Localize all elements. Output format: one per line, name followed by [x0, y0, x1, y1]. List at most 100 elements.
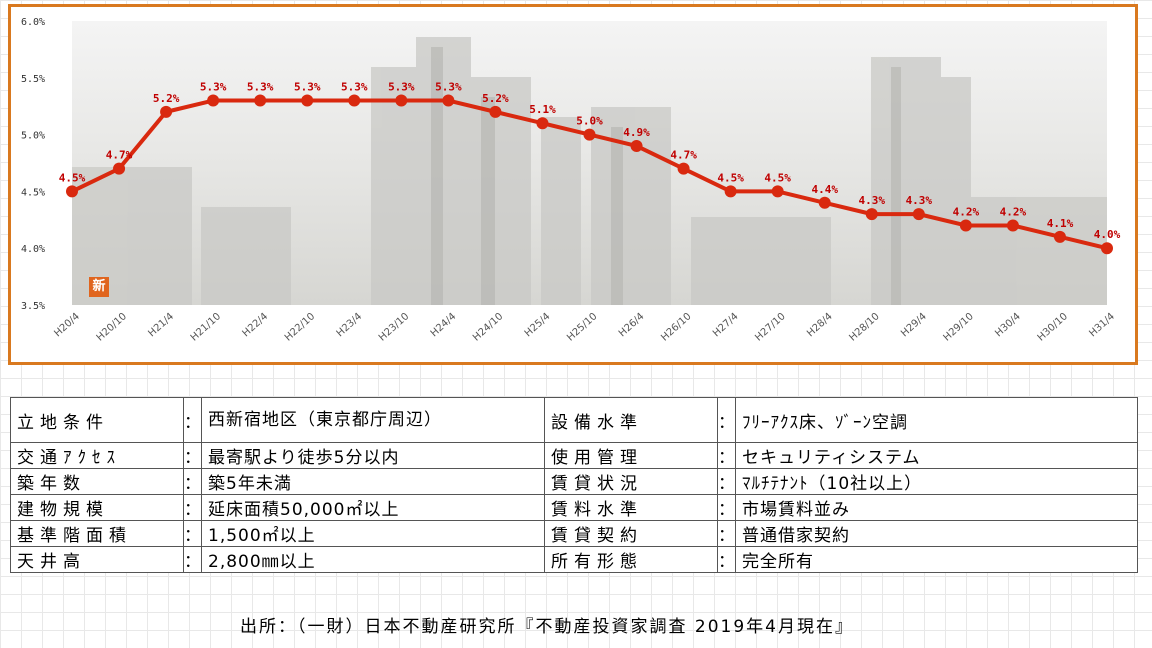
data-label: 4.2% — [953, 205, 980, 218]
data-label: 4.4% — [811, 183, 838, 196]
condition-row: 建物規模：延床面積50,000㎡以上 賃料水準：市場賃料並み — [10, 494, 1138, 521]
separator: ： — [717, 494, 736, 521]
y-tick-label: 4.0% — [21, 244, 45, 255]
source-note: 出所：（一財）日本不動産研究所『不動産投資家調査 2019年4月現在』 — [240, 617, 854, 637]
condition-value: 普通借家契約 — [735, 520, 1138, 547]
x-tick-label: H30/4 — [993, 311, 1023, 339]
condition-value: ﾌﾘｰｱｸｽ床、ｿﾞｰﾝ空調 — [735, 397, 1138, 443]
y-tick-label: 6.0% — [21, 17, 45, 28]
condition-value: セキュリティシステム — [735, 442, 1138, 469]
data-label: 4.0% — [1094, 228, 1121, 241]
condition-value: 築5年未満 — [201, 468, 545, 495]
data-label: 5.2% — [153, 92, 180, 105]
y-tick-label: 5.5% — [21, 74, 45, 85]
data-label: 4.5% — [59, 171, 86, 184]
data-point — [160, 105, 173, 118]
y-tick-label: 3.5% — [21, 301, 45, 312]
data-point — [583, 128, 596, 141]
x-tick-label: H26/4 — [617, 311, 647, 339]
x-tick-label: H29/4 — [899, 311, 929, 339]
condition-row: 天井高： 2,800㎜以上 所有形態：完全所有 — [10, 546, 1138, 573]
data-point — [66, 185, 78, 198]
x-tick-label: H21/4 — [146, 311, 176, 339]
separator: ： — [183, 494, 202, 521]
condition-label: 賃貸状況 — [544, 468, 718, 495]
separator: ： — [183, 546, 202, 573]
x-tick-label: H22/4 — [241, 311, 271, 339]
photo-corner-badge: 新 — [89, 277, 109, 297]
data-point — [865, 208, 878, 221]
separator: ： — [717, 397, 736, 443]
condition-label: 使用管理 — [544, 442, 718, 469]
x-tick-label: H24/4 — [429, 311, 459, 339]
separator: ： — [183, 397, 202, 443]
data-label: 4.1% — [1047, 217, 1074, 230]
y-tick-label: 5.0% — [21, 131, 45, 142]
data-point — [959, 219, 972, 232]
separator: ： — [183, 520, 202, 547]
chart-frame: 6.0% 5.5% 5.0% 4.5% 4.0% 3.5% H20/4 H20/10 H21/… — [8, 4, 1138, 365]
separator: ： — [717, 546, 736, 573]
x-tick-label: H28/4 — [805, 311, 835, 339]
data-point — [207, 94, 220, 107]
data-point — [1101, 242, 1113, 255]
condition-row: 築年数：築5年未満 賃貸状況：ﾏﾙﾁﾃﾅﾝﾄ（10社以上） — [10, 468, 1138, 495]
data-label: 5.3% — [294, 81, 321, 94]
data-point — [724, 185, 737, 198]
condition-label: 立地条件 — [10, 397, 184, 443]
data-label: 5.3% — [435, 81, 462, 94]
data-label: 4.5% — [717, 171, 744, 184]
condition-row: 基準階面積： 1,500㎡以上 賃貸契約：普通借家契約 — [10, 520, 1138, 547]
data-label: 4.3% — [859, 194, 886, 207]
plot-background-photo — [72, 21, 1107, 305]
data-label: 4.3% — [906, 194, 933, 207]
data-point — [771, 185, 784, 198]
data-point — [301, 94, 314, 107]
x-tick-label: H29/10 — [942, 311, 976, 343]
condition-label: 賃貸契約 — [544, 520, 718, 547]
data-point — [348, 94, 361, 107]
condition-label: 天井高 — [10, 546, 184, 573]
condition-value: ﾏﾙﾁﾃﾅﾝﾄ（10社以上） — [735, 468, 1138, 495]
separator: ： — [717, 468, 736, 495]
data-label: 4.2% — [1000, 205, 1027, 218]
x-tick-label: H25/4 — [523, 311, 553, 339]
data-point — [818, 196, 831, 209]
data-point — [1053, 230, 1066, 243]
data-point — [113, 162, 126, 175]
condition-value: 西新宿地区（東京都庁周辺） — [201, 397, 545, 443]
x-tick-label: H27/4 — [711, 311, 741, 339]
data-point — [536, 117, 549, 130]
condition-value: 2,800㎜以上 — [201, 546, 545, 573]
data-point — [395, 94, 408, 107]
x-tick-label: H25/10 — [565, 311, 599, 343]
data-label: 4.7% — [106, 149, 133, 162]
cap-rate-line-chart: 6.0% 5.5% 5.0% 4.5% 4.0% 3.5% H20/4 H20/10 H21/… — [21, 17, 1121, 344]
separator: ： — [717, 520, 736, 547]
x-tick-label: H23/10 — [377, 311, 411, 343]
condition-row: 交通ｱｸｾｽ：最寄駅より徒歩5分以内 使用管理：セキュリティシステム — [10, 442, 1138, 469]
data-label: 5.3% — [247, 81, 274, 94]
x-tick-label: H24/10 — [471, 311, 505, 343]
data-point — [254, 94, 267, 107]
investment-conditions-table: 立地条件：西新宿地区（東京都庁周辺） 設備水準：ﾌﾘｰｱｸｽ床、ｿﾞｰﾝ空調 交通ｱ… — [10, 397, 1138, 573]
separator: ： — [183, 442, 202, 469]
condition-label: 設備水準 — [544, 397, 718, 443]
separator: ： — [717, 442, 736, 469]
data-point — [677, 162, 690, 175]
separator: ： — [183, 468, 202, 495]
x-tick-label: H22/10 — [283, 311, 317, 343]
condition-value: 市場賃料並み — [735, 494, 1138, 521]
data-label: 5.0% — [576, 115, 603, 128]
x-tick-label: H23/4 — [335, 311, 365, 339]
x-tick-label: H21/10 — [189, 311, 223, 343]
data-point — [1006, 219, 1019, 232]
data-label: 5.3% — [388, 81, 415, 94]
x-tick-label: H20/10 — [95, 311, 129, 343]
data-point — [489, 105, 502, 118]
condition-value: 完全所有 — [735, 546, 1138, 573]
condition-row: 立地条件：西新宿地区（東京都庁周辺） 設備水準：ﾌﾘｰｱｸｽ床、ｿﾞｰﾝ空調 — [10, 397, 1138, 443]
y-tick-label: 4.5% — [21, 187, 45, 198]
x-tick-label: H27/10 — [753, 311, 787, 343]
condition-label: 交通ｱｸｾｽ — [10, 442, 184, 469]
